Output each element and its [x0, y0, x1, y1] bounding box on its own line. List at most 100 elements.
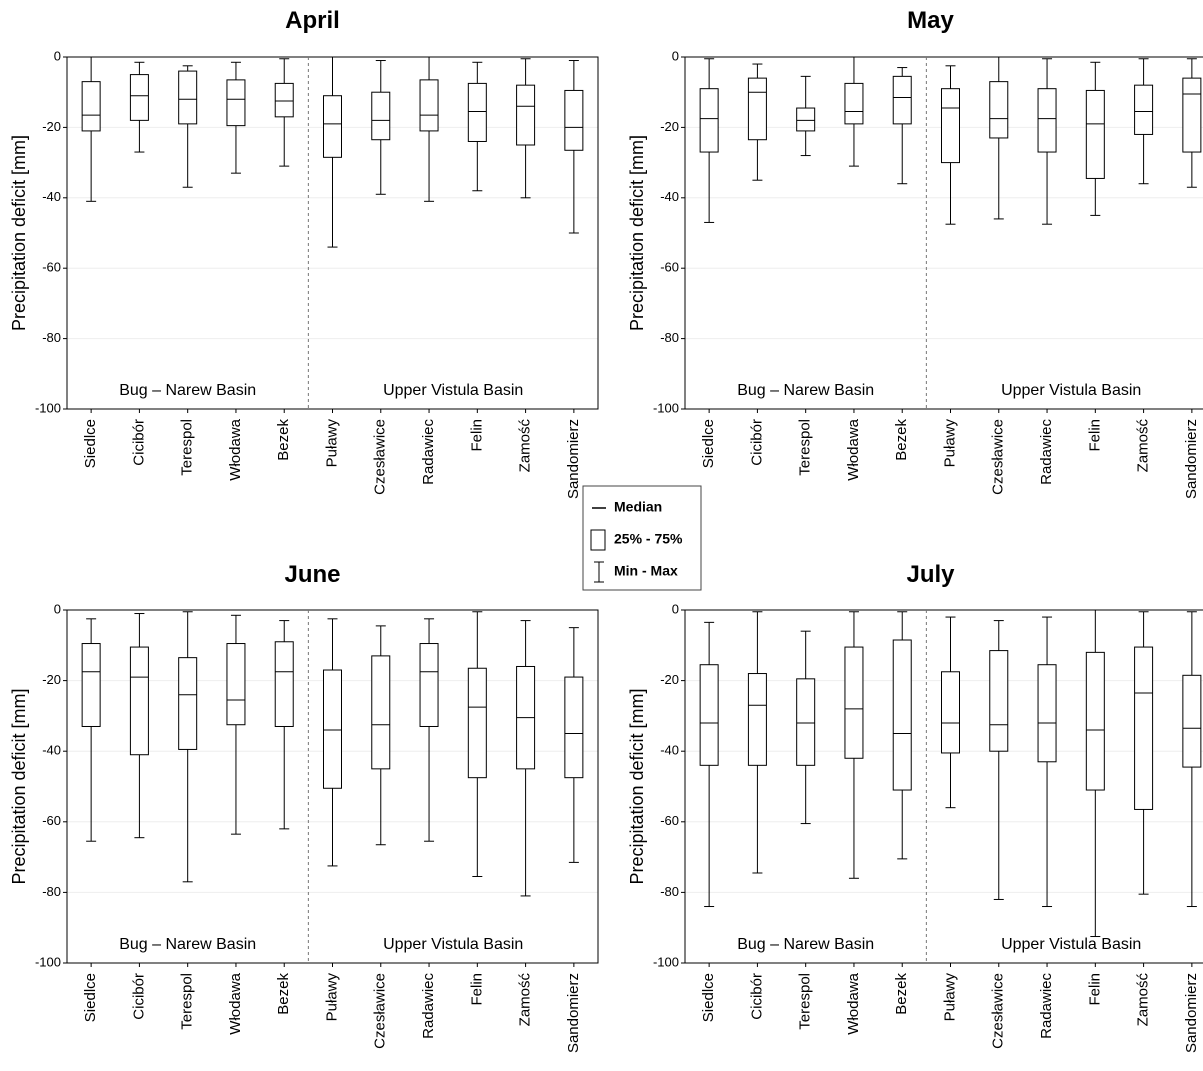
box	[941, 88, 960, 164]
y-tick-label: -40	[42, 743, 61, 758]
legend-box-icon	[590, 529, 606, 551]
box	[941, 671, 960, 754]
y-tick-label: -80	[660, 884, 679, 899]
x-tick-label: Terespol	[179, 419, 196, 476]
y-axis-label: Precipitation deficit [mm]	[9, 135, 29, 331]
y-tick-label: -20	[660, 119, 679, 134]
group-label: Upper Vistula Basin	[1001, 936, 1141, 953]
x-tick-label: Włodawa	[227, 418, 244, 480]
box	[1134, 84, 1154, 135]
box	[892, 639, 912, 791]
x-tick-label: Włodawa	[845, 418, 862, 480]
box	[796, 107, 816, 132]
x-tick-label: Bezek	[893, 973, 910, 1015]
x-tick-label: Siedlce	[82, 973, 99, 1022]
x-tick-label: Siedlce	[82, 419, 99, 468]
x-tick-label: Cicibór	[748, 973, 765, 1020]
y-axis-label: Precipitation deficit [mm]	[627, 688, 647, 884]
box	[226, 79, 246, 127]
x-tick-label: Czesławice	[372, 419, 389, 495]
x-tick-label: Siedlce	[700, 973, 717, 1022]
x-tick-label: Felin	[468, 973, 485, 1006]
y-tick-label: 0	[672, 48, 679, 63]
x-tick-label: Czesławice	[990, 973, 1007, 1049]
x-tick-label: Felin	[1086, 419, 1103, 452]
y-tick-label: 0	[672, 601, 679, 616]
legend-whisker: Min - Max	[614, 563, 678, 579]
box	[989, 81, 1009, 139]
y-tick-label: -20	[42, 119, 61, 134]
x-tick-label: Puławy	[941, 973, 958, 1022]
group-label: Bug – Narew Basin	[737, 382, 874, 399]
group-label: Upper Vistula Basin	[383, 936, 523, 953]
y-tick-label: -100	[35, 400, 61, 415]
x-tick-label: Radawiec	[420, 419, 437, 485]
box	[747, 673, 767, 766]
x-tick-label: Włodawa	[845, 972, 862, 1034]
x-tick-label: Puławy	[323, 973, 340, 1022]
group-label: Bug – Narew Basin	[119, 382, 256, 399]
x-tick-label: Czesławice	[372, 973, 389, 1049]
y-tick-label: -60	[42, 260, 61, 275]
chart-title: April	[285, 7, 340, 34]
x-tick-label: Bezek	[893, 419, 910, 461]
box	[564, 676, 584, 779]
x-tick-label: Cicibór	[130, 419, 147, 466]
box	[699, 88, 719, 153]
y-tick-label: -60	[42, 813, 61, 828]
group-label: Upper Vistula Basin	[383, 382, 523, 399]
y-axis-label: Precipitation deficit [mm]	[9, 688, 29, 884]
chart-title: May	[907, 7, 954, 34]
x-tick-label: Włodawa	[227, 972, 244, 1034]
box	[178, 70, 198, 125]
x-tick-label: Cicibór	[130, 973, 147, 1020]
x-tick-label: Bezek	[275, 973, 292, 1015]
x-tick-label: Siedlce	[700, 419, 717, 468]
box	[1085, 651, 1105, 791]
box	[844, 646, 864, 759]
box	[274, 82, 294, 118]
group-label: Bug – Narew Basin	[119, 936, 256, 953]
chart-title: June	[284, 561, 340, 588]
y-tick-label: -80	[42, 330, 61, 345]
group-label: Bug – Narew Basin	[737, 936, 874, 953]
y-tick-label: -20	[42, 672, 61, 687]
legend: Median 25% - 75% Min - Max	[582, 485, 702, 591]
box	[129, 74, 149, 121]
x-tick-label: Sandomierz	[1183, 973, 1200, 1053]
y-tick-label: -80	[42, 884, 61, 899]
x-tick-label: Zamość	[517, 419, 534, 473]
y-tick-label: -100	[653, 400, 679, 415]
x-tick-label: Czesławice	[990, 419, 1007, 495]
chart-title: July	[906, 561, 955, 588]
x-tick-label: Zamość	[1135, 973, 1152, 1027]
y-tick-label: -40	[660, 743, 679, 758]
box	[516, 84, 536, 146]
x-tick-label: Radawiec	[420, 973, 437, 1039]
x-tick-label: Terespol	[179, 973, 196, 1030]
box	[129, 646, 149, 756]
y-tick-label: -60	[660, 813, 679, 828]
y-tick-label: -40	[660, 189, 679, 204]
x-tick-label: Puławy	[941, 419, 958, 468]
legend-whisker-icon	[594, 561, 604, 583]
box	[1037, 664, 1057, 763]
x-tick-label: Zamość	[1135, 419, 1152, 473]
x-tick-label: Terespol	[797, 973, 814, 1030]
plot-frame	[684, 609, 1203, 964]
x-tick-label: Felin	[1086, 973, 1103, 1006]
box	[226, 643, 246, 726]
x-tick-label: Terespol	[797, 419, 814, 476]
y-tick-label: -100	[35, 954, 61, 969]
box	[323, 95, 342, 158]
box	[699, 664, 719, 766]
x-tick-label: Radawiec	[1038, 419, 1055, 485]
box	[1037, 88, 1057, 153]
y-tick-label: -100	[653, 954, 679, 969]
x-tick-label: Sandomierz	[565, 419, 582, 499]
box	[323, 669, 342, 789]
x-tick-label: Cicibór	[748, 419, 765, 466]
legend-box: 25% - 75%	[614, 531, 683, 547]
box	[844, 82, 864, 125]
